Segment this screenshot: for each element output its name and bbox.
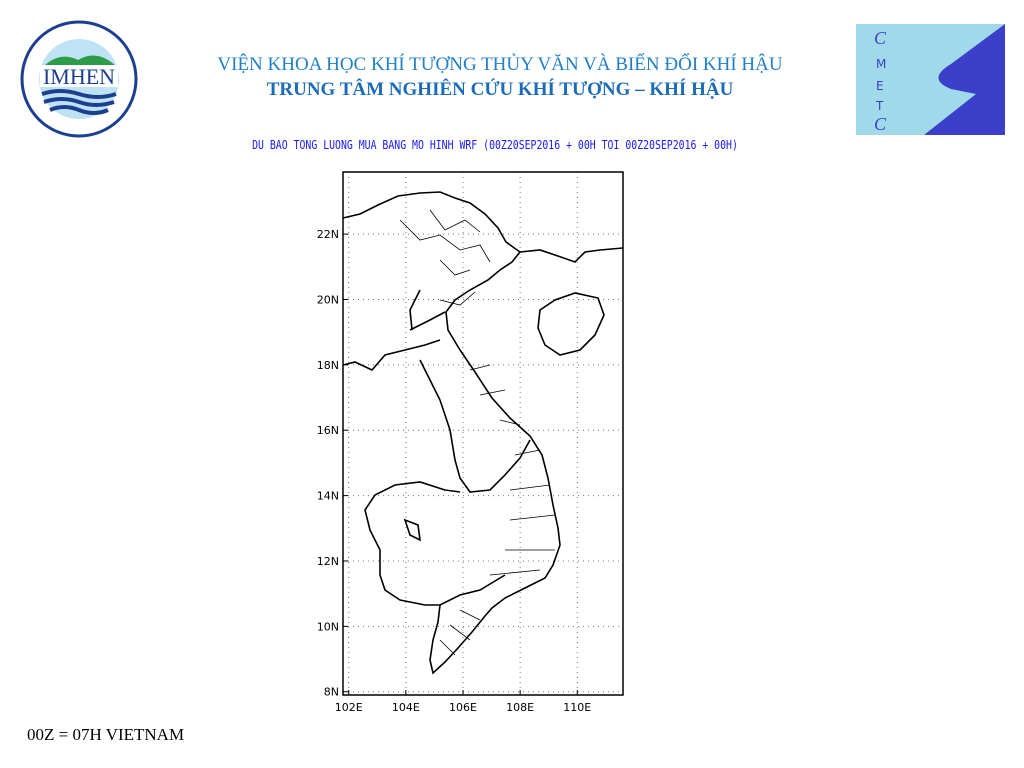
lat-tick-label: 20N	[317, 293, 339, 306]
lat-tick-label: 10N	[317, 620, 339, 633]
coastline-borders	[342, 191, 624, 675]
lon-tick-label: 110E	[563, 701, 591, 714]
timezone-note: 00Z = 07H VIETNAM	[27, 725, 185, 744]
svg-text:C: C	[874, 114, 887, 134]
lon-tick-label: 106E	[449, 701, 477, 714]
svg-text:T: T	[875, 99, 884, 113]
lat-tick-label: 14N	[317, 490, 339, 503]
lon-tick-label: 104E	[392, 701, 420, 714]
svg-text:C: C	[874, 28, 887, 48]
lat-tick-label: 16N	[317, 424, 339, 437]
lon-tick-label: 108E	[506, 701, 534, 714]
province-borders	[399, 209, 556, 656]
institute-title: VIỆN KHOA HỌC KHÍ TƯỢNG THỦY VĂN VÀ BIẾN…	[217, 54, 783, 75]
svg-text:M: M	[876, 57, 886, 71]
svg-text:E: E	[876, 79, 884, 93]
cmetc-logo: C M E T C	[856, 24, 1005, 140]
center-title: TRUNG TÂM NGHIÊN CỨU KHÍ TƯỢNG – KHÍ HẬU	[266, 79, 734, 100]
map-frame	[342, 171, 624, 696]
lat-tick-label: 12N	[317, 555, 339, 568]
lat-tick-label: 22N	[317, 228, 339, 241]
lon-tick-label: 102E	[335, 701, 363, 714]
svg-text:IMHEN: IMHEN	[43, 64, 115, 89]
lat-tick-label: 18N	[317, 359, 339, 372]
lat-tick-label: 8N	[324, 686, 339, 699]
gridlines	[343, 172, 623, 695]
map-title: DU BAO TONG LUONG MUA BANG MO HINH WRF (…	[252, 138, 738, 152]
imhen-logo: IMHEN	[18, 20, 140, 143]
